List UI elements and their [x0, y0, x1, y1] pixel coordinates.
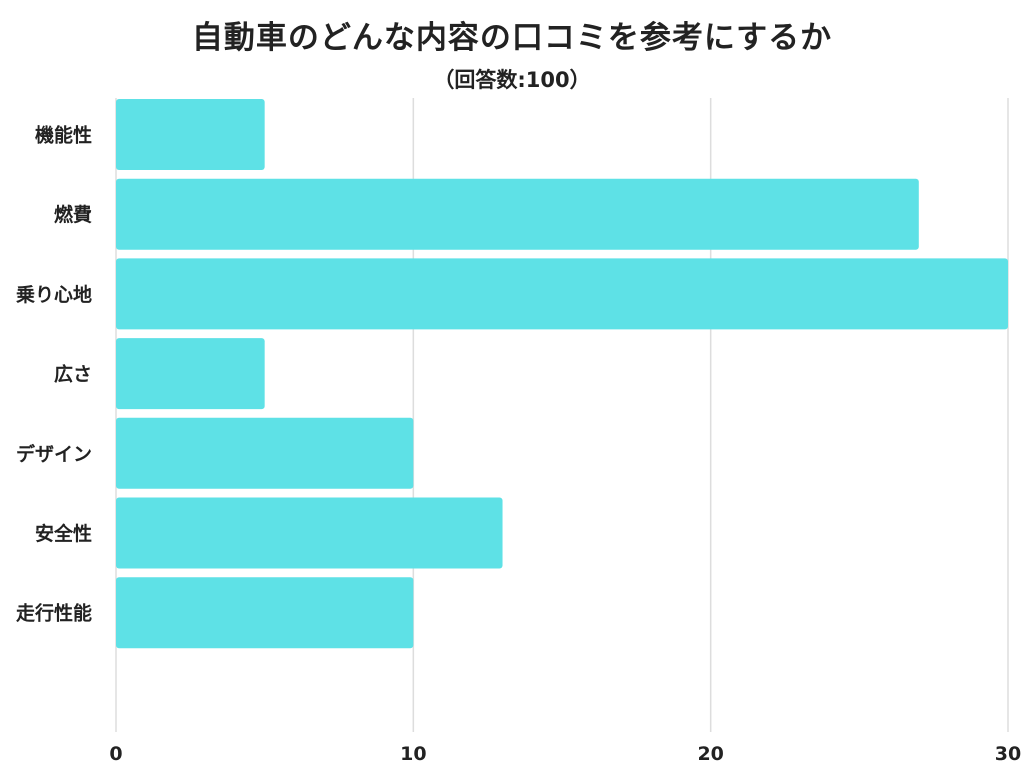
x-tick-label: 10 — [400, 743, 426, 765]
bar — [116, 258, 1008, 330]
bar — [116, 577, 414, 649]
chart-title: 自動車のどんな内容の口コミを参考にするか — [191, 20, 833, 56]
bar — [116, 338, 265, 410]
x-tick-label: 30 — [995, 743, 1021, 765]
bars — [116, 99, 1008, 649]
bar — [116, 99, 265, 170]
x-tick-label: 0 — [109, 743, 122, 765]
category-label: 安全性 — [35, 522, 92, 545]
x-tick-labels: 0 10 20 30 — [109, 743, 1021, 765]
bar — [116, 497, 503, 569]
category-label: 乗り心地 — [16, 283, 92, 306]
category-label: デザイン — [16, 442, 92, 465]
category-label: 広さ — [54, 363, 92, 386]
category-label: 走行性能 — [16, 602, 92, 625]
chart-subtitle: （回答数:100） — [433, 68, 591, 92]
x-tick-label: 20 — [697, 743, 723, 765]
category-label: 燃費 — [54, 203, 92, 226]
bar — [116, 417, 414, 489]
bar — [116, 178, 919, 250]
category-label: 機能性 — [35, 124, 92, 147]
